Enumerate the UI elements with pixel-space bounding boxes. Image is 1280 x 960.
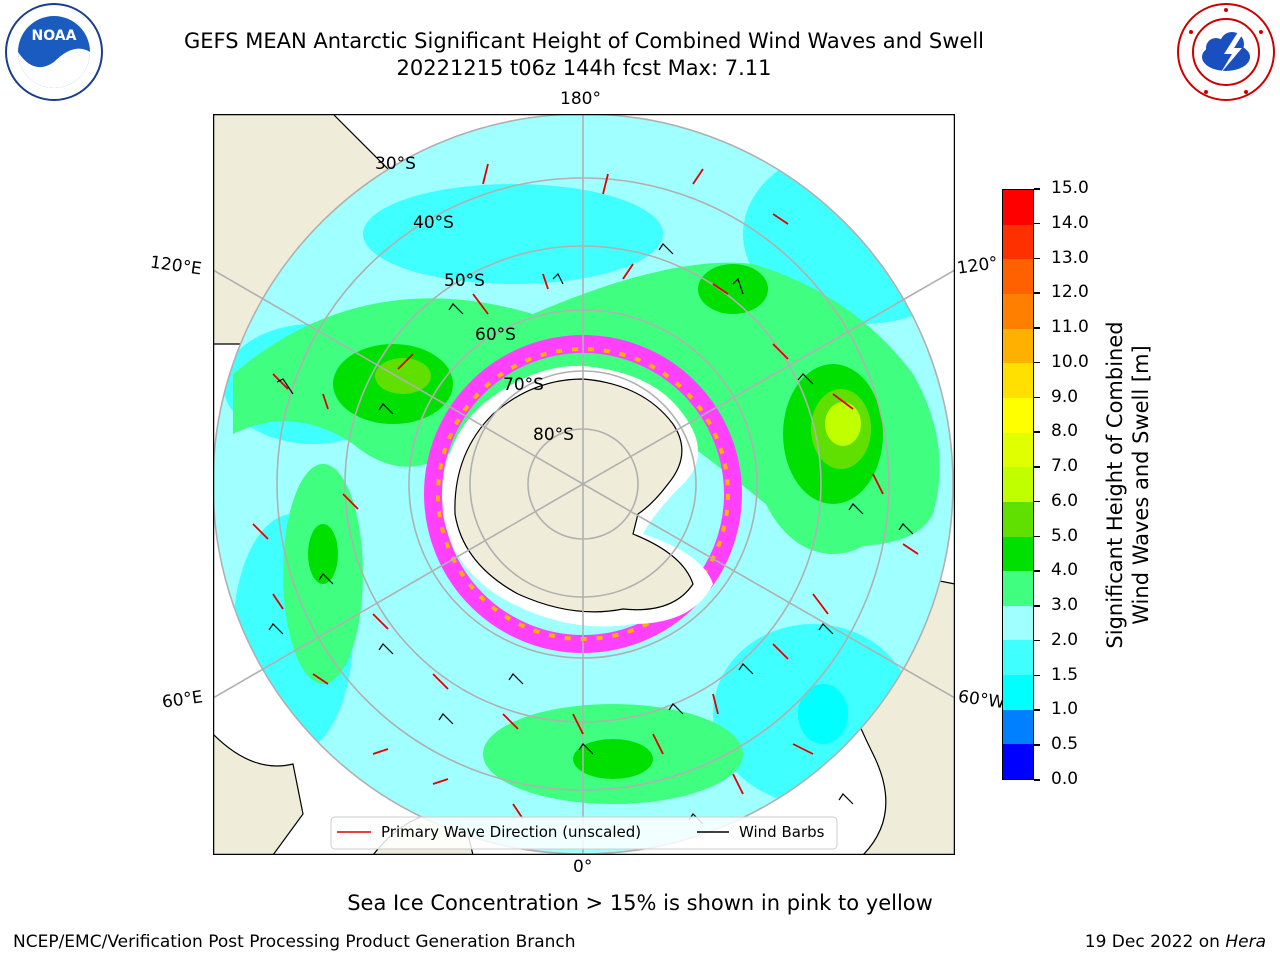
colorbar-segment <box>1003 675 1033 710</box>
colorbar-tick-label: 15.0 <box>1051 178 1089 198</box>
colorbar-segment <box>1003 640 1033 676</box>
sea-ice-note: Sea Ice Concentration > 15% is shown in … <box>347 891 933 915</box>
colorbar-segment <box>1003 224 1033 260</box>
plot-title-line1: GEFS MEAN Antarctic Significant Height o… <box>183 29 985 53</box>
lon-label-120e: 120°E <box>148 252 203 280</box>
footer-date: 19 Dec 2022 on Hera <box>1085 932 1266 952</box>
colorbar-tick-mark <box>1034 535 1040 538</box>
colorbar-tick-label: 0.5 <box>1051 734 1079 755</box>
colorbar-tick-mark <box>1034 396 1040 399</box>
colorbar-tick-label: 9.0 <box>1051 386 1079 407</box>
africa-land <box>213 733 304 855</box>
footer-branch: NCEP/EMC/Verification Post Processing Pr… <box>13 932 576 952</box>
colorbar-segment <box>1003 328 1033 364</box>
footer-machine: Hera <box>1225 932 1266 952</box>
colorbar-tick-label: 4.0 <box>1051 560 1079 581</box>
colorbar-tick-mark <box>1034 709 1040 711</box>
plot-title-line2: 20221215 t06z 144h fcst Max: 7.11 <box>396 56 772 80</box>
colorbar-segment <box>1003 536 1033 572</box>
colorbar-tick-label: 12.0 <box>1051 282 1089 303</box>
colorbar-segment <box>1003 744 1033 779</box>
lon-label-180: 180° <box>560 89 601 109</box>
colorbar-segment <box>1003 432 1033 468</box>
nws-logo <box>1177 3 1275 101</box>
colorbar-tick-label: 8.0 <box>1051 421 1079 442</box>
colorbar-segment <box>1003 397 1033 433</box>
colorbar-segment <box>1003 571 1033 606</box>
colorbar-tick-label: 13.0 <box>1051 247 1089 268</box>
colorbar-segment <box>1003 605 1033 641</box>
colorbar-segment <box>1003 467 1033 502</box>
colorbar-ticks: 0.0 0.5 1.0 1.5 2.0 3.0 4.0 5.0 6.0 7.0 8.0 9.0 10.0… <box>1034 178 1114 789</box>
colorbar-segment <box>1003 709 1033 745</box>
colorbar-tick-label: 6.0 <box>1051 490 1079 511</box>
noaa-logo-text: NOAA <box>32 28 77 44</box>
colorbar-tick-mark <box>1034 674 1040 677</box>
colorbar-segment <box>1003 294 1033 329</box>
lon-label-60w: 60°W <box>956 686 1007 714</box>
colorbar-tick-mark <box>1034 257 1040 260</box>
colorbar-tick-label: 14.0 <box>1051 212 1089 233</box>
colorbar-tick-label: 5.0 <box>1051 525 1079 546</box>
colorbar-tick-label: 1.0 <box>1051 699 1079 720</box>
colorbar-tick-mark <box>1034 570 1040 572</box>
colorbar-tick-label: 0.0 <box>1051 769 1079 789</box>
colorbar-label-line1: Significant Height of Combined <box>1103 321 1127 649</box>
colorbar-tick-mark <box>1034 500 1040 503</box>
lat-label-40s: 40°S <box>413 213 454 233</box>
colorbar-tick-label: 1.5 <box>1051 664 1079 685</box>
colorbar-tick-mark <box>1034 605 1040 607</box>
lon-label-0: 0° <box>573 857 593 877</box>
footer-date-text: 19 Dec 2022 on <box>1084 932 1226 952</box>
map-legend: Primary Wave Direction (unscaled) Wind B… <box>330 816 838 850</box>
colorbar-tick-label: 2.0 <box>1051 629 1079 650</box>
colorbar-tick-mark <box>1034 779 1040 781</box>
lat-label-80s: 80°S <box>533 425 574 445</box>
noaa-logo: NOAA <box>5 3 103 101</box>
colorbar-tick-mark <box>1034 292 1040 294</box>
legend-wind-barbs: Wind Barbs <box>739 823 825 841</box>
wind-barbs <box>268 243 914 825</box>
lon-label-60e: 60°E <box>160 687 205 713</box>
colorbar-tick-label: 7.0 <box>1051 456 1079 477</box>
colorbar-tick-mark <box>1034 744 1040 746</box>
lat-label-60s: 60°S <box>475 325 516 345</box>
lat-label-50s: 50°S <box>444 271 485 291</box>
colorbar-tick-mark <box>1034 188 1040 190</box>
colorbar-tick-mark <box>1034 431 1040 433</box>
colorbar-segment <box>1003 501 1033 537</box>
lon-label-120w: 120° <box>955 253 1000 279</box>
colorbar-tick-mark <box>1034 327 1040 329</box>
colorbar-tick-mark <box>1034 639 1040 642</box>
colorbar-tick-label: 11.0 <box>1051 317 1089 338</box>
lat-label-70s: 70°S <box>503 375 544 395</box>
colorbar-segment <box>1003 363 1033 398</box>
antarctica-land <box>454 378 694 613</box>
lat-label-30s: 30°S <box>375 154 416 174</box>
colorbar-segment <box>1003 190 1033 225</box>
colorbar-tick-label: 3.0 <box>1051 595 1079 616</box>
colorbar <box>1002 189 1034 780</box>
colorbar-tick-label: 10.0 <box>1051 351 1089 372</box>
colorbar-label-line2: Wind Waves and Swell [m] <box>1129 345 1153 625</box>
colorbar-tick-mark <box>1034 222 1040 225</box>
legend-primary-wave: Primary Wave Direction (unscaled) <box>381 823 641 841</box>
colorbar-segment <box>1003 259 1033 295</box>
map-panel: Primary Wave Direction (unscaled) Wind B… <box>213 114 955 855</box>
colorbar-tick-mark <box>1034 361 1040 364</box>
colorbar-tick-mark <box>1034 466 1040 468</box>
